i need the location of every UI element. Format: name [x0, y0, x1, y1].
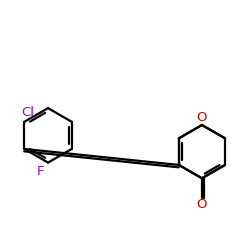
Text: F: F: [37, 165, 44, 178]
Text: O: O: [197, 198, 207, 210]
Text: Cl: Cl: [21, 106, 34, 119]
Text: O: O: [197, 111, 207, 124]
